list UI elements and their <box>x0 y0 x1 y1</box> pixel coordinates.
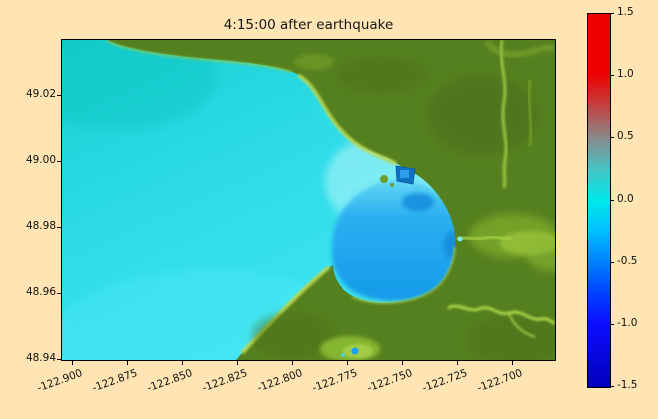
colorbar-tick-label: 0.5 <box>617 130 634 142</box>
map-axes <box>17 20 571 410</box>
colorbar-tick-label: 1.5 <box>617 6 634 18</box>
y-tick-label: 48.98 <box>25 220 56 232</box>
x-tick <box>72 361 73 365</box>
y-tick <box>57 227 61 228</box>
bay-shore-edge <box>351 246 457 305</box>
y-tick-label: 49.00 <box>25 154 56 166</box>
y-tick <box>57 293 61 294</box>
y-tick-label: 48.96 <box>25 286 56 298</box>
shoreline-edge <box>106 39 293 74</box>
y-tick <box>57 95 61 96</box>
forest-patch <box>252 313 332 357</box>
colorbar-tick <box>610 262 614 263</box>
colorbar-tick <box>610 13 614 14</box>
marina-water <box>400 170 409 178</box>
colorbar-tick <box>610 324 614 325</box>
forest-patch <box>337 57 427 93</box>
colorbar-tick-label: 1.0 <box>617 68 634 80</box>
deep-bay-spot <box>402 193 434 211</box>
x-tick <box>292 361 293 365</box>
stream <box>484 40 556 57</box>
colorbar-tick-label: 0.0 <box>617 193 634 205</box>
y-tick <box>57 359 61 360</box>
y-tick-label: 49.02 <box>25 88 56 100</box>
stream <box>527 79 533 147</box>
colorbar-tick-label: -0.5 <box>617 255 638 267</box>
x-tick <box>457 361 458 365</box>
colorbar <box>587 13 611 388</box>
beach-edge <box>296 73 398 166</box>
x-tick <box>127 361 128 365</box>
x-tick <box>512 361 513 365</box>
colorbar-tick <box>610 386 614 387</box>
x-tick <box>182 361 183 365</box>
lowland-patch <box>294 54 334 70</box>
colorbar-tick-label: -1.5 <box>617 379 638 391</box>
river-branch <box>507 312 536 339</box>
forest-patch <box>467 315 567 365</box>
y-tick-label: 48.94 <box>25 352 56 364</box>
y-tick <box>57 161 61 162</box>
pond <box>351 347 359 355</box>
x-tick <box>402 361 403 365</box>
colorbar-tick <box>610 200 614 201</box>
map-canvas <box>17 20 571 410</box>
x-tick <box>237 361 238 365</box>
colorbar-tick <box>610 137 614 138</box>
islet <box>390 183 394 187</box>
colorbar-tick-label: -1.0 <box>617 317 638 329</box>
bay-water <box>331 179 462 302</box>
river-to-bay <box>456 235 512 241</box>
pond <box>341 353 345 357</box>
x-tick <box>347 361 348 365</box>
forest-patch <box>427 75 537 155</box>
plot-title: 4:15:00 after earthquake <box>223 17 394 33</box>
colorbar-tick <box>610 75 614 76</box>
stream <box>499 39 508 189</box>
river-mouth <box>457 236 463 242</box>
islet <box>380 175 388 183</box>
